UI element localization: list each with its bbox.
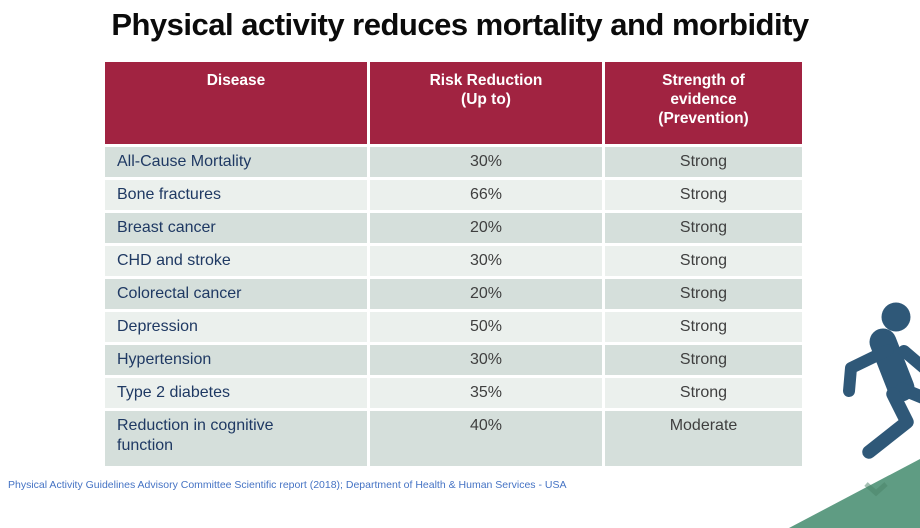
table-row: Type 2 diabetes 35% Strong	[105, 378, 802, 408]
evidence-cell: Strong	[605, 246, 802, 276]
table-header-row: Disease Risk Reduction (Up to) Strength …	[105, 62, 802, 144]
disease-cell: Breast cancer	[105, 213, 367, 243]
green-hill-icon	[789, 459, 920, 528]
runner-icon	[843, 302, 920, 459]
table-row: Depression 50% Strong	[105, 312, 802, 342]
evidence-cell: Strong	[605, 180, 802, 210]
disease-cell: All-Cause Mortality	[105, 147, 367, 177]
table-row: Breast cancer 20% Strong	[105, 213, 802, 243]
disease-cell: Depression	[105, 312, 367, 342]
evidence-cell: Strong	[605, 279, 802, 309]
risk-cell: 20%	[370, 279, 602, 309]
disease-cell: Reduction in cognitive function	[105, 411, 367, 466]
disease-cell: Type 2 diabetes	[105, 378, 367, 408]
table-row: Reduction in cognitive function 40% Mode…	[105, 411, 802, 466]
evidence-cell: Strong	[605, 378, 802, 408]
disease-table: Disease Risk Reduction (Up to) Strength …	[102, 59, 805, 469]
evidence-cell: Strong	[605, 147, 802, 177]
table-row: All-Cause Mortality 30% Strong	[105, 147, 802, 177]
evidence-cell: Strong	[605, 312, 802, 342]
table-row: CHD and stroke 30% Strong	[105, 246, 802, 276]
risk-cell: 30%	[370, 345, 602, 375]
risk-cell: 20%	[370, 213, 602, 243]
disease-cell: Bone fractures	[105, 180, 367, 210]
source-citation: Physical Activity Guidelines Advisory Co…	[8, 479, 567, 491]
risk-cell: 66%	[370, 180, 602, 210]
table-row: Bone fractures 66% Strong	[105, 180, 802, 210]
disease-cell: CHD and stroke	[105, 246, 367, 276]
table-row: Colorectal cancer 20% Strong	[105, 279, 802, 309]
column-header-strength-of-evidence: Strength of evidence (Prevention)	[605, 62, 802, 144]
evidence-cell: Strong	[605, 213, 802, 243]
table-row: Hypertension 30% Strong	[105, 345, 802, 375]
evidence-cell: Strong	[605, 345, 802, 375]
slide-title: Physical activity reduces mortality and …	[111, 7, 809, 42]
risk-cell: 40%	[370, 411, 602, 466]
column-header-disease: Disease	[105, 62, 367, 144]
disease-cell: Hypertension	[105, 345, 367, 375]
hill-chevron-icon	[864, 482, 888, 497]
risk-cell: 50%	[370, 312, 602, 342]
risk-cell: 30%	[370, 147, 602, 177]
risk-cell: 35%	[370, 378, 602, 408]
risk-cell: 30%	[370, 246, 602, 276]
evidence-cell: Moderate	[605, 411, 802, 466]
disease-cell: Colorectal cancer	[105, 279, 367, 309]
column-header-risk-reduction: Risk Reduction (Up to)	[370, 62, 602, 144]
